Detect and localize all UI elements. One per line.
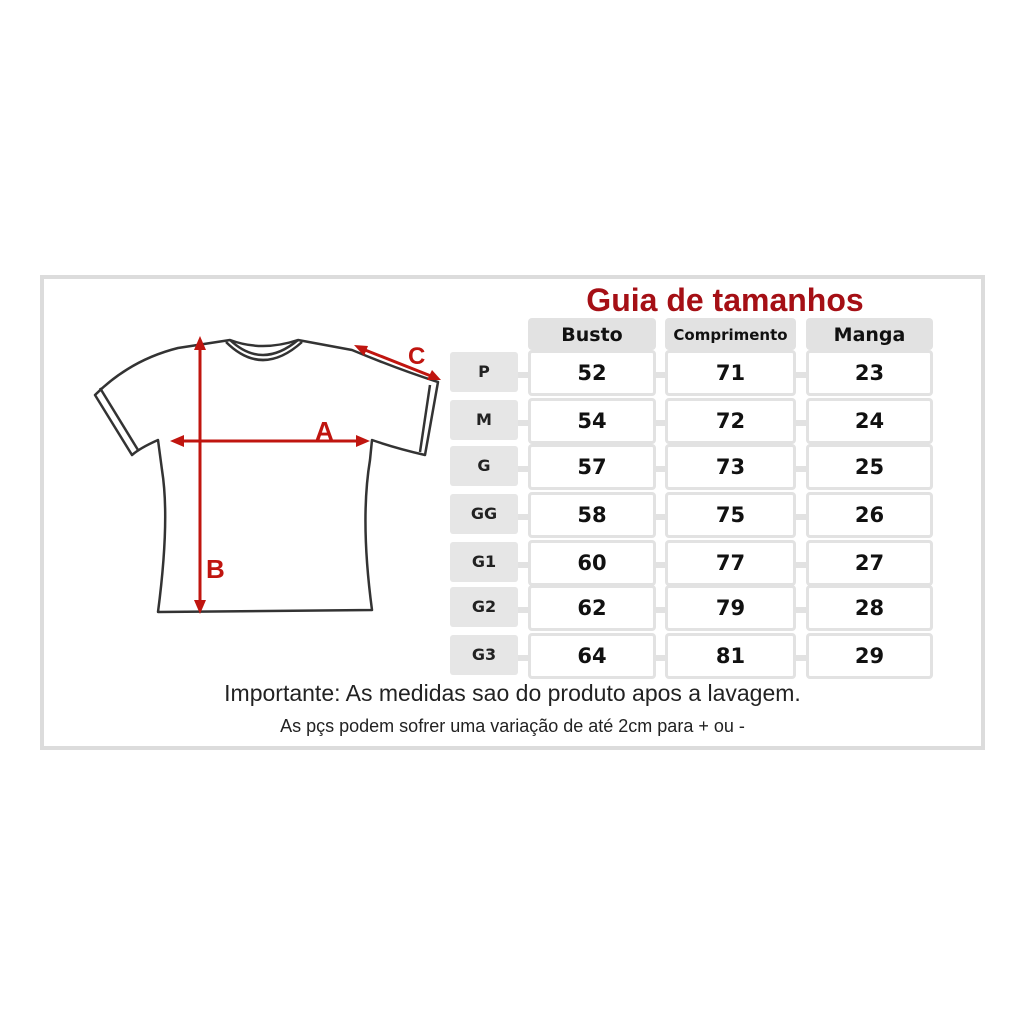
important-note: Importante: As medidas sao do produto ap…: [224, 680, 801, 706]
measurement-cell-manga: 28: [806, 585, 933, 631]
measurement-cell-busto: 54: [528, 398, 656, 444]
row-connector: [518, 372, 528, 378]
row-connector: [794, 607, 806, 613]
measurement-cell-comprimento: 73: [665, 444, 796, 490]
measurement-cell-busto: 57: [528, 444, 656, 490]
size-label: G3: [450, 635, 518, 675]
column-header-manga: Manga: [806, 318, 933, 350]
size-label: P: [450, 352, 518, 392]
measurement-cell-busto: 58: [528, 492, 656, 538]
row-connector: [794, 420, 806, 426]
row-connector: [518, 562, 528, 568]
row-connector: [653, 607, 665, 613]
measurement-cell-manga: 23: [806, 350, 933, 396]
size-label: G1: [450, 542, 518, 582]
row-connector: [653, 562, 665, 568]
size-label: GG: [450, 494, 518, 534]
measurement-cell-comprimento: 72: [665, 398, 796, 444]
column-header-busto: Busto: [528, 318, 656, 350]
measurement-cell-manga: 26: [806, 492, 933, 538]
row-connector: [518, 607, 528, 613]
variation-note: As pçs podem sofrer uma variação de até …: [280, 716, 745, 736]
measurement-cell-comprimento: 79: [665, 585, 796, 631]
label-a: A: [315, 416, 334, 446]
row-connector: [794, 655, 806, 661]
row-connector: [653, 372, 665, 378]
measurement-cell-busto: 62: [528, 585, 656, 631]
row-connector: [794, 372, 806, 378]
measurement-cell-manga: 24: [806, 398, 933, 444]
row-connector: [794, 466, 806, 472]
measurement-cell-manga: 29: [806, 633, 933, 679]
measurement-cell-comprimento: 81: [665, 633, 796, 679]
row-connector: [653, 655, 665, 661]
measurement-cell-busto: 52: [528, 350, 656, 396]
measurement-cell-manga: 27: [806, 540, 933, 586]
row-connector: [653, 514, 665, 520]
sleeve-arrow: [359, 346, 437, 380]
label-c: C: [408, 343, 425, 370]
size-label: G: [450, 446, 518, 486]
row-connector: [653, 466, 665, 472]
measurement-cell-manga: 25: [806, 444, 933, 490]
column-header-comprimento: Comprimento: [665, 318, 796, 350]
measurement-cell-comprimento: 77: [665, 540, 796, 586]
row-connector: [653, 420, 665, 426]
size-label: M: [450, 400, 518, 440]
row-connector: [518, 514, 528, 520]
measurement-cell-comprimento: 75: [665, 492, 796, 538]
label-b: B: [206, 554, 225, 584]
chart-title: Guia de tamanhos: [586, 282, 864, 318]
row-connector: [518, 466, 528, 472]
tshirt-outline-icon: [93, 338, 440, 614]
size-label: G2: [450, 587, 518, 627]
row-connector: [794, 562, 806, 568]
measurement-cell-comprimento: 71: [665, 350, 796, 396]
measurement-cell-busto: 60: [528, 540, 656, 586]
row-connector: [794, 514, 806, 520]
row-connector: [518, 420, 528, 426]
measurement-cell-busto: 64: [528, 633, 656, 679]
row-connector: [518, 655, 528, 661]
